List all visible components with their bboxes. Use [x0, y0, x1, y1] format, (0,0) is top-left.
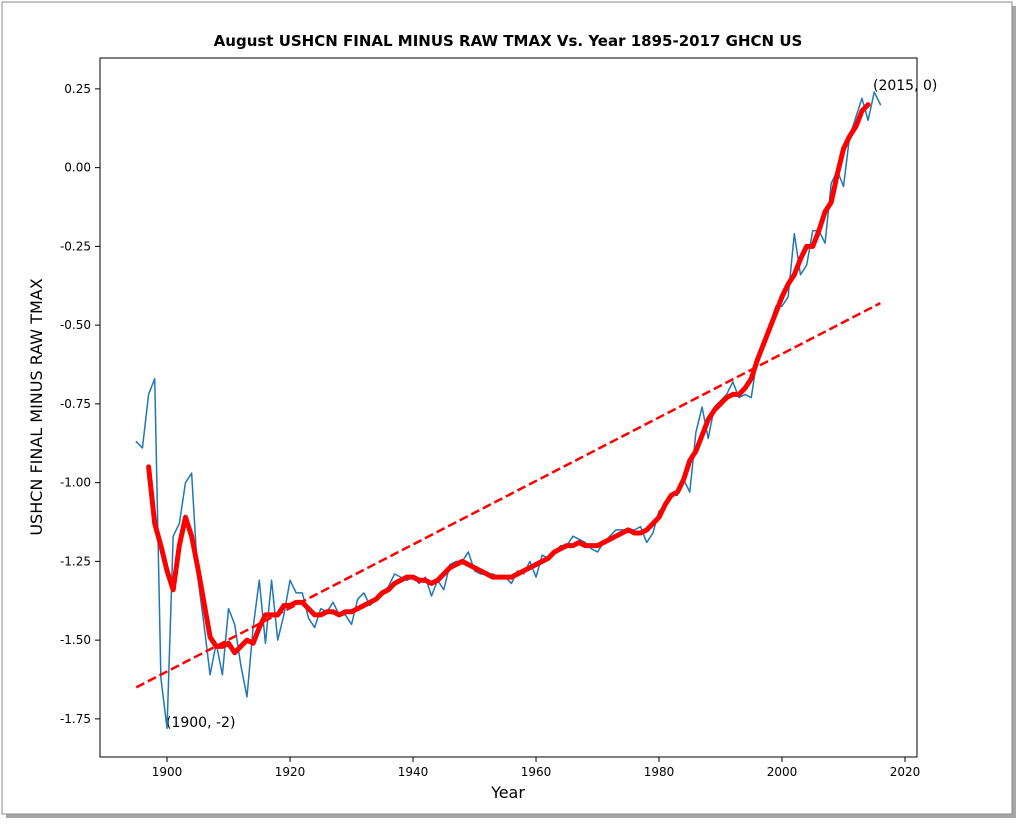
x-tick-label: 1980 [644, 765, 675, 779]
chart-title: August USHCN FINAL MINUS RAW TMAX Vs. Ye… [214, 32, 803, 50]
y-tick-label: -0.75 [60, 397, 91, 411]
y-tick-label: -0.25 [60, 239, 91, 253]
x-axis-label: Year [490, 783, 525, 802]
y-tick-label: -0.50 [60, 318, 91, 332]
annotation: (2015, 0) [873, 78, 937, 94]
y-axis-label: USHCN FINAL MINUS RAW TMAX [27, 278, 46, 535]
y-tick-label: -1.25 [60, 554, 91, 568]
y-tick-label: 0.00 [64, 161, 91, 175]
y-tick-label: -1.50 [60, 633, 91, 647]
plot-area [99, 57, 918, 758]
line [135, 301, 881, 689]
y-tick-label: -1.00 [60, 476, 91, 490]
annotation: (1900, -2) [166, 715, 235, 731]
line [146, 102, 871, 656]
y-tick-label: 0.25 [64, 82, 91, 96]
x-tick-label: 1920 [275, 765, 306, 779]
x-tick-label: 1940 [398, 765, 429, 779]
y-tick-label: -1.75 [60, 712, 91, 726]
x-tick-label: 1960 [521, 765, 552, 779]
x-tick-label: 2020 [890, 765, 921, 779]
x-tick-label: 2000 [767, 765, 798, 779]
x-tick-label: 1900 [152, 765, 183, 779]
